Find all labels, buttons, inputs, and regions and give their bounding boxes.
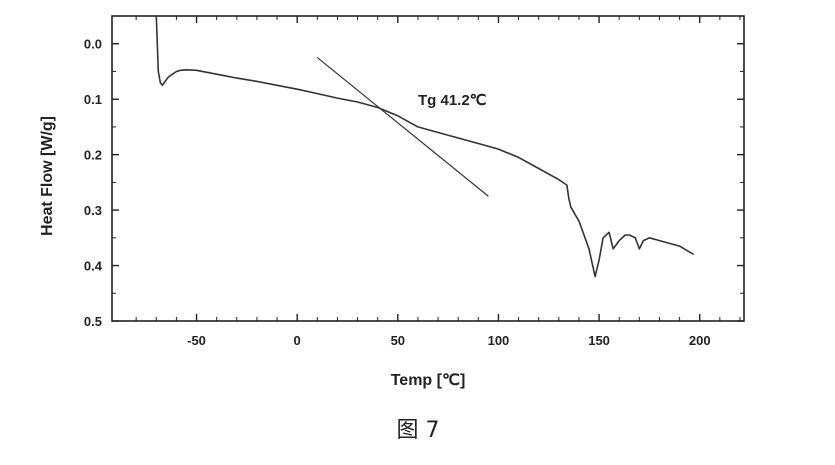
x-axis-title: Temp [℃] [391,372,466,389]
x-tick-label: 0 [294,333,301,348]
x-tick-label: 100 [488,333,510,348]
tg-annotation: Tg 41.2℃ [418,92,487,109]
y-axis-title: Heat Flow [W/g] [39,116,56,236]
tangent-line [317,58,488,197]
y-tick-label: 0.0 [84,37,102,52]
x-tick-label: -50 [187,333,206,348]
x-tick-label: 150 [588,333,610,348]
y-tick-label: 0.5 [84,314,102,329]
y-tick-label: 0.2 [84,148,102,163]
x-tick-label: 200 [689,333,711,348]
heat-flow-line [156,16,693,277]
x-tick-label: 50 [391,333,405,348]
plot-frame [112,16,744,321]
figure-caption: 图 7 [397,418,440,443]
y-tick-label: 0.4 [84,259,103,274]
y-tick-label: 0.1 [84,92,102,107]
y-tick-label: 0.3 [84,203,102,218]
